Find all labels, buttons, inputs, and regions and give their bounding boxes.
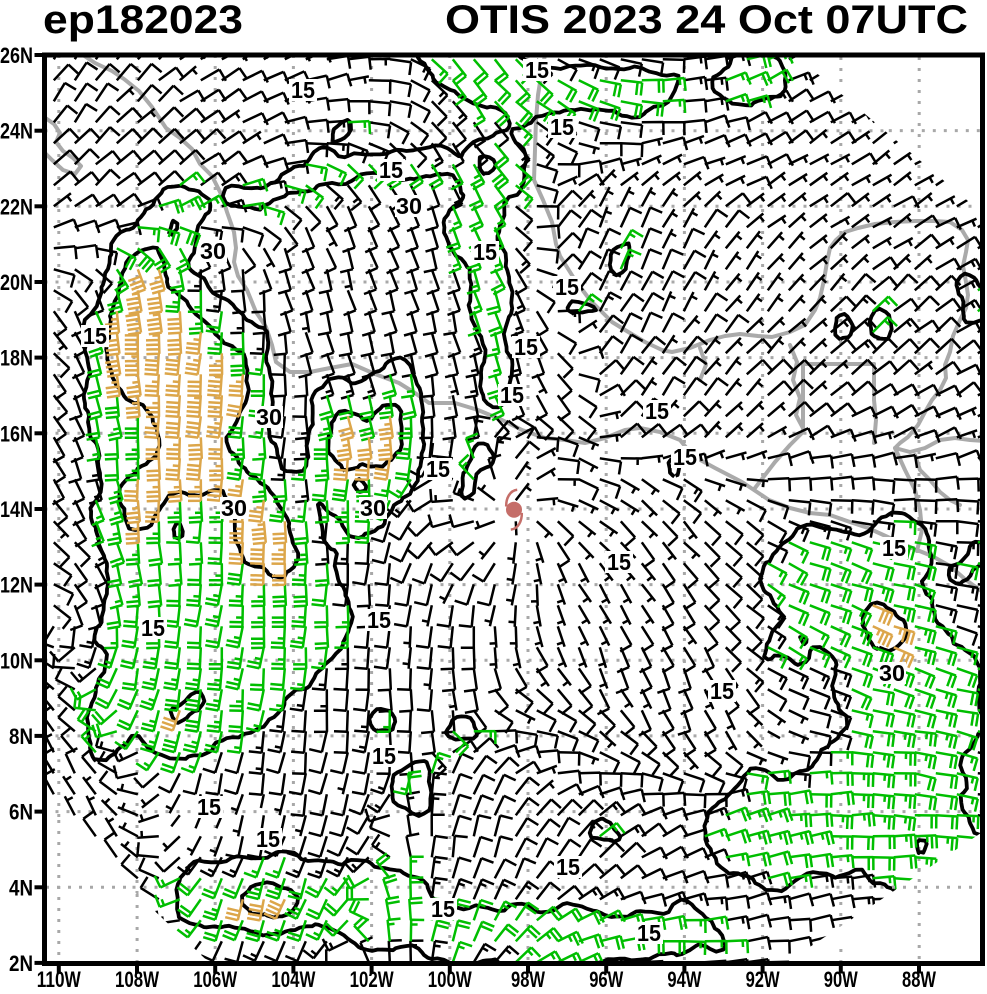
svg-text:10N: 10N xyxy=(0,648,33,673)
svg-text:15: 15 xyxy=(645,398,669,424)
svg-text:15: 15 xyxy=(514,334,538,360)
svg-text:15: 15 xyxy=(555,274,579,300)
svg-text:15: 15 xyxy=(473,239,497,265)
svg-text:OTIS 2023 24 Oct 07UTC: OTIS 2023 24 Oct 07UTC xyxy=(445,0,968,42)
svg-text:15: 15 xyxy=(882,535,906,561)
svg-text:26N: 26N xyxy=(0,43,33,68)
svg-text:30: 30 xyxy=(360,495,386,521)
svg-text:15: 15 xyxy=(525,57,549,83)
svg-text:15: 15 xyxy=(291,77,315,103)
svg-text:15: 15 xyxy=(637,920,661,946)
svg-text:24N: 24N xyxy=(0,119,33,144)
svg-text:30: 30 xyxy=(200,238,226,264)
svg-text:15: 15 xyxy=(426,456,450,482)
svg-text:20N: 20N xyxy=(0,270,33,295)
svg-text:15: 15 xyxy=(710,678,734,704)
svg-text:30: 30 xyxy=(221,495,247,521)
svg-text:15: 15 xyxy=(500,382,524,408)
svg-text:30: 30 xyxy=(256,404,282,430)
svg-text:15: 15 xyxy=(556,854,580,880)
svg-text:30: 30 xyxy=(396,193,422,219)
svg-text:15: 15 xyxy=(550,114,574,140)
svg-text:15: 15 xyxy=(372,743,396,769)
svg-text:12N: 12N xyxy=(0,573,33,598)
svg-text:15: 15 xyxy=(367,607,391,633)
svg-text:16N: 16N xyxy=(0,421,33,446)
svg-text:ep182023: ep182023 xyxy=(43,0,243,42)
svg-text:15: 15 xyxy=(673,444,697,470)
svg-text:30: 30 xyxy=(879,660,905,686)
svg-text:2N: 2N xyxy=(9,951,33,976)
svg-text:15: 15 xyxy=(431,896,455,922)
svg-text:15: 15 xyxy=(141,615,165,641)
svg-text:6N: 6N xyxy=(9,800,33,825)
svg-text:15: 15 xyxy=(197,794,221,820)
svg-text:18N: 18N xyxy=(0,346,33,371)
svg-text:15: 15 xyxy=(256,826,280,852)
svg-text:15: 15 xyxy=(607,549,631,575)
svg-text:15: 15 xyxy=(83,323,107,349)
svg-text:22N: 22N xyxy=(0,194,33,219)
svg-text:8N: 8N xyxy=(9,724,33,749)
svg-text:4N: 4N xyxy=(9,875,33,900)
svg-text:15: 15 xyxy=(379,157,403,183)
svg-text:14N: 14N xyxy=(0,497,33,522)
